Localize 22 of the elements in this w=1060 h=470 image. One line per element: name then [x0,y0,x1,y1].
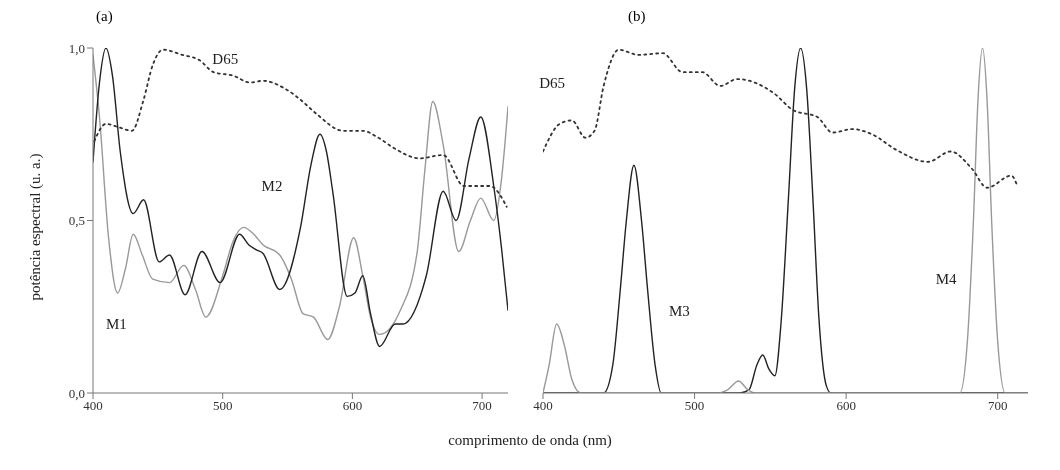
x-tick-label: 500 [212,398,233,414]
text: D65 [539,74,566,91]
y-tick-label: 0,5 [68,213,85,229]
chart-title: (b) [628,8,646,25]
line-series [93,48,508,208]
x-tick-label: 700 [987,398,1008,414]
series-label: M3 [668,302,690,319]
x-tick-label: 400 [533,398,553,414]
series-label: D65 [212,50,239,67]
chart-title: (a) [96,8,113,25]
series-label: M1 [105,316,127,333]
y-tick-label: 1,0 [68,40,85,56]
series-label: M2 [261,178,283,195]
series-label: M4 [935,271,958,288]
x-tick-label: 700 [472,398,492,414]
y-axis-title: potência espectral (u. a.) [27,153,45,301]
x-tick-label: 500 [684,398,705,414]
x-axis-title: comprimento de onda (nm) [447,432,613,449]
x-tick-label: 600 [342,398,363,414]
x-tick-label: 400 [83,398,103,414]
y-tick-label: 0,0 [68,385,85,401]
x-tick-label: 600 [836,398,856,414]
